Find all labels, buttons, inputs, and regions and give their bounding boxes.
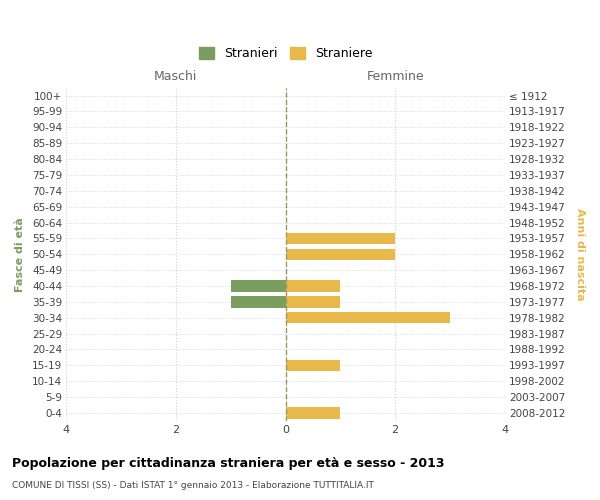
Legend: Stranieri, Straniere: Stranieri, Straniere xyxy=(199,48,372,60)
Text: Femmine: Femmine xyxy=(366,70,424,83)
Text: COMUNE DI TISSI (SS) - Dati ISTAT 1° gennaio 2013 - Elaborazione TUTTITALIA.IT: COMUNE DI TISSI (SS) - Dati ISTAT 1° gen… xyxy=(12,481,374,490)
Bar xyxy=(286,312,450,324)
Bar xyxy=(231,296,286,308)
Bar xyxy=(231,280,286,291)
Y-axis label: Anni di nascita: Anni di nascita xyxy=(575,208,585,300)
Bar xyxy=(286,360,340,371)
Y-axis label: Fasce di età: Fasce di età xyxy=(15,217,25,292)
Bar xyxy=(286,296,340,308)
Bar xyxy=(286,407,340,418)
Bar xyxy=(286,232,395,244)
Bar xyxy=(286,280,340,291)
Text: Maschi: Maschi xyxy=(154,70,197,83)
Text: Popolazione per cittadinanza straniera per età e sesso - 2013: Popolazione per cittadinanza straniera p… xyxy=(12,458,445,470)
Bar xyxy=(286,248,395,260)
